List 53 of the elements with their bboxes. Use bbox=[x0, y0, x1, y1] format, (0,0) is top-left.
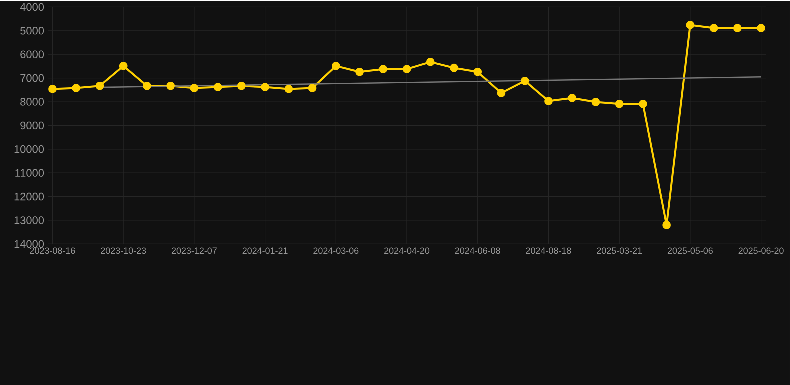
point bbox=[450, 64, 458, 72]
x-tick-label: 2025-03-21 bbox=[597, 248, 642, 254]
point bbox=[402, 65, 412, 74]
x-tick-label: 2024-01-21 bbox=[242, 248, 288, 254]
point bbox=[237, 82, 246, 90]
y-tick-label: 11000 bbox=[16, 169, 44, 177]
x-tick-label: 2023-10-23 bbox=[101, 248, 146, 254]
point bbox=[308, 84, 317, 92]
point bbox=[379, 65, 388, 74]
point bbox=[284, 84, 294, 94]
point bbox=[686, 20, 695, 30]
point bbox=[356, 68, 364, 76]
y-tick-label: 4000 bbox=[20, 3, 44, 11]
point bbox=[615, 100, 624, 108]
point bbox=[261, 83, 270, 92]
y-tick-label: 8000 bbox=[20, 98, 44, 106]
point bbox=[520, 76, 530, 86]
point bbox=[662, 220, 672, 230]
point bbox=[143, 82, 152, 90]
point bbox=[592, 98, 600, 106]
y-tick-label: 12000 bbox=[14, 192, 44, 201]
point bbox=[474, 68, 482, 76]
point bbox=[757, 24, 766, 32]
point bbox=[426, 58, 435, 66]
point bbox=[544, 97, 553, 106]
point bbox=[119, 62, 128, 70]
point bbox=[166, 82, 176, 90]
y-tick-label: 10000 bbox=[14, 145, 44, 154]
y-tick-label: 5000 bbox=[20, 26, 44, 35]
point bbox=[214, 83, 222, 92]
point bbox=[733, 24, 742, 32]
point bbox=[497, 88, 506, 98]
x-tick-label: 2024-04-20 bbox=[384, 248, 430, 254]
point bbox=[96, 82, 104, 90]
point bbox=[72, 84, 81, 92]
y-tick-label: 14000 bbox=[14, 240, 44, 248]
point bbox=[568, 94, 577, 102]
x-tick-label: 2024-06-08 bbox=[455, 248, 500, 254]
point bbox=[639, 100, 648, 108]
point bbox=[190, 84, 199, 92]
x-tick-label: 2025-06-20 bbox=[738, 248, 784, 254]
x-tick-label: 2024-08-18 bbox=[526, 248, 572, 254]
point bbox=[332, 62, 340, 70]
point bbox=[48, 84, 57, 94]
x-tick-label: 2024-03-06 bbox=[314, 248, 359, 254]
x-tick-label: 2025-05-06 bbox=[668, 248, 713, 254]
y-tick-label: 7000 bbox=[20, 74, 44, 82]
y-tick-label: 9000 bbox=[20, 122, 44, 130]
y-tick-label: 6000 bbox=[20, 50, 44, 58]
x-tick-label: 2023-08-16 bbox=[30, 248, 76, 254]
y-tick-label: 13000 bbox=[14, 216, 44, 224]
point bbox=[710, 24, 718, 32]
x-tick-label: 2023-12-07 bbox=[172, 248, 217, 254]
